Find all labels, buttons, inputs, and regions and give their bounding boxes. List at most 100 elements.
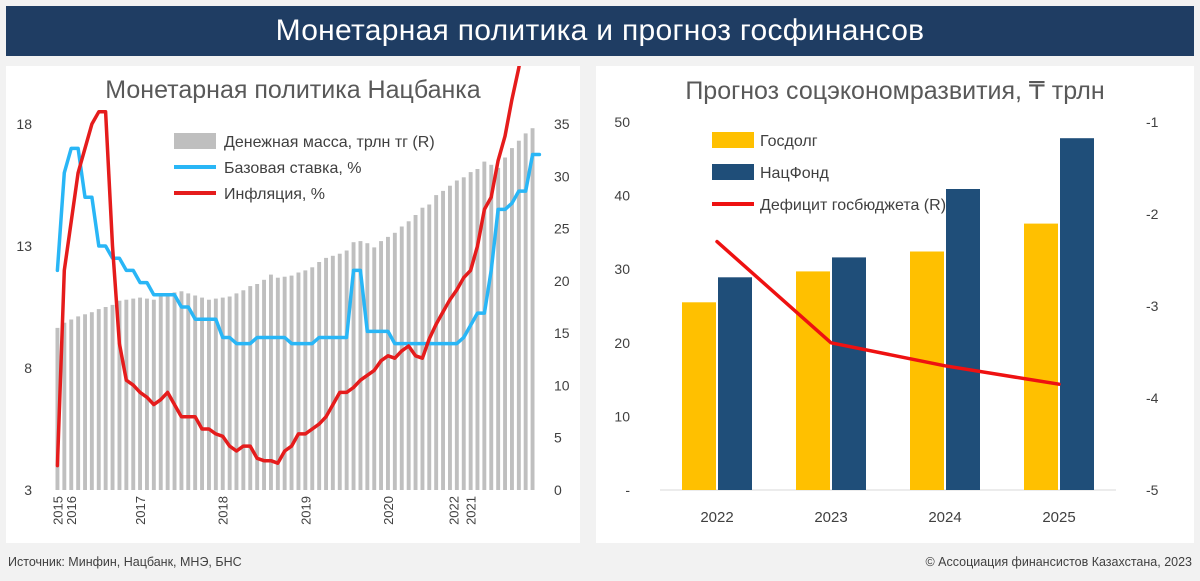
- gosdolg-bar: [1024, 223, 1058, 490]
- legend-label: Базовая ставка, %: [224, 160, 362, 177]
- money-supply-bar: [207, 299, 211, 490]
- money-supply-bar: [248, 286, 253, 490]
- x-axis-tick-label: 2021: [464, 496, 479, 525]
- money-supply-bar: [406, 221, 411, 491]
- legend-label: НацФонд: [760, 165, 830, 182]
- money-supply-bar: [303, 270, 308, 490]
- left-axis-tick-label: 3: [24, 482, 32, 498]
- money-supply-bar: [510, 148, 514, 490]
- money-supply-bar: [227, 296, 232, 490]
- money-supply-bar: [151, 299, 156, 490]
- right-axis-tick-label: -2: [1146, 206, 1159, 222]
- deficit-line: [715, 239, 1061, 386]
- legend-label: Инфляция, %: [224, 186, 325, 203]
- money-supply-bar: [344, 250, 349, 490]
- base-rate-line: [55, 146, 542, 346]
- money-supply-bar: [330, 255, 335, 490]
- money-supply-bar: [76, 316, 81, 490]
- money-supply-bar: [358, 241, 363, 490]
- right-axis-tick-label: 25: [554, 221, 570, 237]
- money-supply-bar: [489, 164, 494, 491]
- right-axis-tick-label: -3: [1146, 298, 1159, 314]
- x-axis-category-label: 2023: [814, 509, 847, 526]
- legend-swatch-money-supply: [174, 133, 216, 149]
- forecast-panel: Прогноз соцэкономразвития, ₸ трлн - 10 20 3…: [596, 66, 1194, 543]
- money-supply-bar: [475, 169, 480, 490]
- legend-label: Госдолг: [760, 133, 818, 150]
- money-supply-bar: [317, 262, 322, 490]
- money-supply-bar: [96, 309, 101, 490]
- left-axis-tick-label: 18: [16, 116, 32, 132]
- money-supply-bar: [461, 177, 466, 491]
- money-supply-bar: [454, 180, 459, 490]
- natsfond-bar: [946, 189, 980, 490]
- money-supply-bar: [482, 161, 487, 490]
- legend-label: Дефицит госбюджета (R): [760, 197, 946, 214]
- x-axis-category-label: 2022: [700, 509, 733, 526]
- money-supply-bar: [69, 319, 74, 490]
- money-supply-bar: [337, 253, 342, 490]
- money-supply-bar: [220, 297, 225, 490]
- money-supply-bar: [399, 226, 404, 490]
- left-axis-tick-label: 10: [614, 408, 630, 424]
- x-axis-tick-label: 2022: [446, 496, 461, 525]
- money-supply-bar: [420, 207, 425, 490]
- money-supply-bar: [392, 232, 397, 491]
- left-axis-tick-label: 13: [16, 238, 32, 254]
- right-axis-tick-label: -4: [1146, 390, 1159, 406]
- right-axis-tick-label: 0: [554, 482, 562, 498]
- legend-swatch-natsfond: [712, 164, 754, 180]
- x-axis-category-label: 2024: [928, 509, 961, 526]
- right-axis-tick-label: 15: [554, 325, 570, 341]
- right-axis-tick-label: 30: [554, 168, 570, 184]
- money-supply-bar: [503, 157, 507, 490]
- natsfond-bar: [718, 277, 752, 490]
- money-supply-bar: [124, 299, 129, 490]
- x-axis-category-label: 2025: [1042, 509, 1075, 526]
- money-supply-bar: [117, 300, 122, 490]
- natsfond-bar: [832, 257, 866, 490]
- money-supply-bar: [145, 298, 149, 490]
- left-axis-tick-label: 8: [24, 360, 32, 376]
- left-axis-tick-label: 30: [614, 261, 630, 277]
- money-supply-bar: [158, 296, 163, 490]
- money-supply-bar: [213, 298, 218, 490]
- gosdolg-bar: [796, 271, 830, 490]
- money-supply-bar: [241, 290, 246, 490]
- money-supply-bar: [103, 307, 108, 490]
- money-supply-bar: [296, 272, 301, 490]
- right-axis-tick-label: 35: [554, 116, 570, 132]
- money-supply-bar: [365, 243, 370, 490]
- inflation-line: [55, 66, 521, 468]
- monetary-policy-panel: Монетарная политика Нацбанка 3 8 13 18 0 5 10 1…: [6, 66, 580, 543]
- money-supply-bar: [448, 185, 452, 490]
- money-supply-bar: [468, 172, 473, 490]
- money-supply-bar: [83, 314, 87, 490]
- money-supply-bar: [275, 277, 280, 490]
- money-supply-bar: [289, 275, 294, 490]
- left-axis-tick-label: 50: [614, 114, 630, 130]
- money-supply-bar: [441, 190, 445, 490]
- money-supply-bar: [282, 276, 287, 490]
- page-title: Монетарная политика и прогноз госфинансо…: [275, 14, 925, 47]
- money-supply-bar: [234, 293, 239, 490]
- money-supply-bar: [262, 279, 266, 490]
- money-supply-bar: [351, 242, 356, 490]
- right-axis-tick-label: 10: [554, 377, 570, 393]
- footer-copyright: © Ассоциация финансистов Казахстана, 202…: [925, 555, 1192, 569]
- x-axis-tick-label: 2016: [64, 496, 79, 525]
- money-supply-bar: [131, 298, 136, 490]
- money-supply-bar: [324, 257, 328, 490]
- x-axis-tick-label: 2017: [133, 496, 148, 525]
- money-supply-bar: [255, 284, 260, 490]
- money-supply-bar: [530, 128, 535, 490]
- money-supply-bar: [55, 327, 60, 490]
- left-axis-tick-label: 40: [614, 188, 630, 204]
- money-supply-bar: [427, 204, 432, 490]
- money-supply-bar: [186, 293, 191, 490]
- money-supply-bar: [496, 167, 501, 490]
- money-supply-bar: [386, 236, 390, 490]
- money-supply-bar: [413, 215, 418, 490]
- legend-label: Денежная масса, трлн тг (R): [224, 134, 435, 151]
